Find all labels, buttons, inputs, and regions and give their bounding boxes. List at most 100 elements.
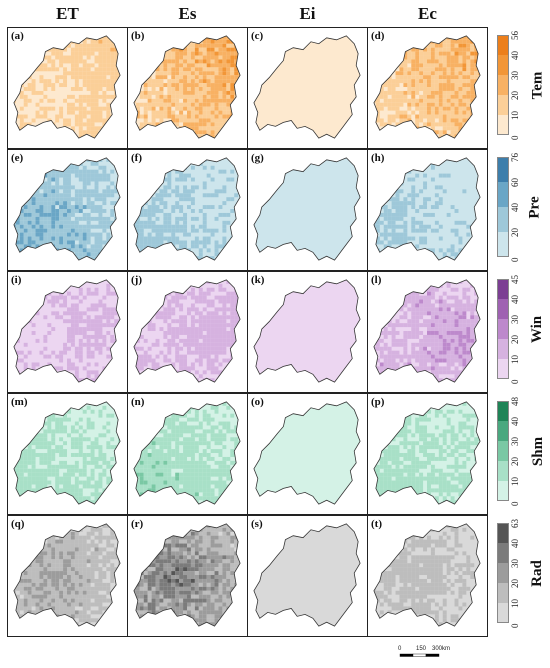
map-panel-pre-es: (f) bbox=[127, 149, 248, 271]
panel-label: (l) bbox=[371, 274, 382, 286]
panel-label: (m) bbox=[11, 396, 28, 408]
basin-map bbox=[133, 35, 241, 139]
colorbar-tick: 20 bbox=[510, 579, 520, 588]
colorbar-tick: 40 bbox=[510, 417, 520, 426]
colorbar-tick: 0 bbox=[510, 501, 520, 507]
panel-label: (t) bbox=[371, 518, 382, 530]
colorbar-tick: 56 bbox=[510, 31, 520, 40]
basin-map bbox=[13, 401, 121, 505]
colorbar-tick: 0 bbox=[510, 623, 520, 629]
map-panel-tem-et: (a) bbox=[7, 27, 128, 149]
colorbar-segment bbox=[497, 95, 509, 115]
colorbar-segment bbox=[497, 583, 509, 603]
colorbar-tick: 45 bbox=[510, 275, 520, 284]
variable-label-win: Win bbox=[529, 315, 546, 344]
colorbar-tick: 40 bbox=[510, 203, 520, 212]
colorbar-tick: 0 bbox=[510, 135, 520, 141]
basin-outline bbox=[373, 157, 481, 261]
colorbar-tick: 30 bbox=[510, 315, 520, 324]
map-panel-pre-ec: (h) bbox=[367, 149, 488, 271]
panel-label: (h) bbox=[371, 152, 385, 164]
basin-outline bbox=[253, 157, 361, 261]
basin-map bbox=[133, 279, 241, 383]
panel-label: (g) bbox=[251, 152, 264, 164]
colorbar-tick: 20 bbox=[510, 457, 520, 466]
panel-label: (r) bbox=[131, 518, 144, 530]
basin-outline bbox=[133, 35, 241, 139]
scale-tick: 300 bbox=[432, 646, 443, 652]
colorbar-tick: 76 bbox=[510, 153, 520, 162]
basin-outline bbox=[133, 279, 241, 383]
colorbar-tem bbox=[497, 35, 509, 135]
colorbar-tick: 30 bbox=[510, 437, 520, 446]
variable-label-rad: Rad bbox=[528, 560, 545, 587]
colorbar-segment bbox=[497, 543, 509, 563]
colorbar-tick: 30 bbox=[510, 559, 520, 568]
panel-label: (d) bbox=[371, 30, 385, 42]
basin-outline bbox=[133, 157, 241, 261]
colorbar-tick: 63 bbox=[510, 519, 520, 528]
map-panel-shm-ei: (o) bbox=[247, 393, 368, 515]
map-panel-shm-et: (m) bbox=[7, 393, 128, 515]
panel-label: (q) bbox=[11, 518, 25, 530]
colorbar-segment bbox=[497, 339, 509, 359]
panel-label: (b) bbox=[131, 30, 145, 42]
basin-map bbox=[133, 523, 241, 627]
colorbar-segment bbox=[497, 35, 509, 55]
colorbar-shm bbox=[497, 401, 509, 501]
colorbar-segment bbox=[497, 421, 509, 441]
colorbar-segment bbox=[497, 441, 509, 461]
colorbar-tick: 30 bbox=[510, 71, 520, 80]
basin-outline bbox=[373, 279, 481, 383]
panel-label: (n) bbox=[131, 396, 145, 408]
basin-map bbox=[373, 279, 481, 383]
basin-map bbox=[373, 401, 481, 505]
map-panel-win-es: (j) bbox=[127, 271, 248, 393]
column-header-es: Es bbox=[178, 4, 197, 23]
colorbar-pre bbox=[497, 157, 509, 257]
basin-outline bbox=[253, 523, 361, 627]
map-panel-win-et: (i) bbox=[7, 271, 128, 393]
colorbar-segment bbox=[497, 207, 509, 232]
basin-map bbox=[253, 523, 361, 627]
basin-map bbox=[133, 157, 241, 261]
colorbar-tick: 0 bbox=[510, 257, 520, 263]
basin-map bbox=[13, 157, 121, 261]
basin-map bbox=[253, 401, 361, 505]
colorbar-segment bbox=[497, 319, 509, 339]
basin-outline bbox=[133, 523, 241, 627]
colorbar-segment bbox=[497, 157, 509, 182]
colorbar-tick: 10 bbox=[510, 477, 520, 486]
colorbar-tick: 10 bbox=[510, 599, 520, 608]
colorbar-segment bbox=[497, 182, 509, 207]
panel-label: (a) bbox=[11, 30, 24, 42]
map-panel-rad-es: (r) bbox=[127, 515, 248, 637]
basin-map bbox=[253, 157, 361, 261]
colorbar-segment bbox=[497, 481, 509, 501]
colorbar-segment bbox=[497, 55, 509, 75]
colorbar-tick: 60 bbox=[510, 178, 520, 187]
map-panel-win-ei: (k) bbox=[247, 271, 368, 393]
basin-map bbox=[253, 35, 361, 139]
colorbar-tick: 40 bbox=[510, 295, 520, 304]
basin-outline bbox=[13, 35, 121, 139]
colorbar-segment bbox=[497, 279, 509, 299]
colorbar-tick: 0 bbox=[510, 379, 520, 385]
map-panel-rad-ei: (s) bbox=[247, 515, 368, 637]
map-panel-tem-ec: (d) bbox=[367, 27, 488, 149]
scale-bar: 0 150 300 km bbox=[398, 646, 458, 660]
colorbar-segment bbox=[497, 232, 509, 257]
colorbar-win bbox=[497, 279, 509, 379]
panel-label: (o) bbox=[251, 396, 264, 408]
colorbar-tick: 48 bbox=[510, 397, 520, 406]
colorbar-tick: 40 bbox=[510, 51, 520, 60]
map-panel-shm-ec: (p) bbox=[367, 393, 488, 515]
basin-outline bbox=[253, 279, 361, 383]
basin-outline bbox=[253, 401, 361, 505]
map-panel-tem-ei: (c) bbox=[247, 27, 368, 149]
basin-outline bbox=[373, 35, 481, 139]
basin-map bbox=[373, 157, 481, 261]
map-panel-tem-es: (b) bbox=[127, 27, 248, 149]
basin-outline bbox=[13, 523, 121, 627]
basin-outline bbox=[253, 35, 361, 139]
